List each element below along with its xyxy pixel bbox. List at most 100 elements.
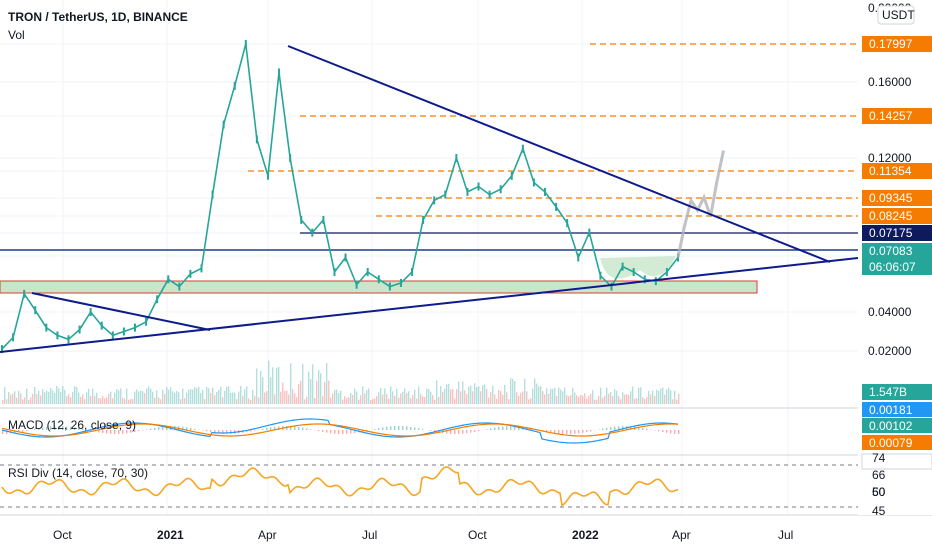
time-tick-label: 2021 bbox=[157, 528, 184, 542]
volume-bar bbox=[552, 388, 554, 404]
macd-histogram-bar bbox=[186, 427, 188, 430]
volume-bar bbox=[360, 395, 362, 404]
price-tag bbox=[862, 36, 932, 52]
volume-bar bbox=[312, 364, 314, 404]
macd-histogram-bar bbox=[510, 426, 512, 430]
volume-bar bbox=[122, 397, 124, 404]
volume-bar bbox=[372, 398, 374, 404]
macd-histogram-bar bbox=[246, 430, 248, 433]
macd-histogram-bar bbox=[494, 427, 496, 430]
macd-histogram-bar bbox=[230, 430, 232, 434]
volume-bar bbox=[134, 391, 136, 404]
volume-bar bbox=[112, 398, 114, 404]
macd-histogram-bar bbox=[250, 430, 252, 432]
time-tick-label: Apr bbox=[258, 528, 277, 542]
price-tag bbox=[862, 190, 932, 206]
macd-histogram-bar bbox=[346, 430, 348, 434]
volume-bar bbox=[310, 379, 312, 404]
volume-bar bbox=[30, 397, 32, 404]
volume-bar bbox=[482, 385, 484, 404]
volume-bar bbox=[604, 395, 606, 404]
price-tag-label: 0.14257 bbox=[869, 109, 913, 123]
volume-bar bbox=[306, 396, 308, 404]
macd-histogram-bar bbox=[622, 426, 624, 430]
macd-histogram-bar bbox=[362, 430, 364, 432]
macd-histogram-bar bbox=[378, 428, 380, 430]
volume-bar bbox=[38, 390, 40, 404]
volume-bar bbox=[404, 388, 406, 404]
volume-bar bbox=[16, 397, 18, 404]
price-candle bbox=[677, 253, 679, 262]
price-tag-label: 0.08245 bbox=[869, 209, 913, 223]
volume-bar bbox=[622, 392, 624, 404]
countdown-label: 06:06:07 bbox=[869, 260, 916, 274]
volume-bar bbox=[304, 399, 306, 404]
volume-bar bbox=[664, 394, 666, 404]
macd-histogram-bar bbox=[406, 426, 408, 430]
volume-bar bbox=[548, 393, 550, 404]
grid bbox=[0, 0, 932, 516]
volume-bar bbox=[322, 396, 324, 404]
macd-histogram-bar bbox=[82, 428, 84, 430]
macd-histogram-bar bbox=[398, 426, 400, 430]
price-tag-label: 0.17997 bbox=[869, 37, 913, 51]
volume-bar bbox=[78, 392, 80, 404]
volume-bar bbox=[638, 387, 640, 404]
price-tag-label: 0.07175 bbox=[869, 226, 913, 240]
price-tag-label: 0.07083 bbox=[869, 244, 913, 258]
price-candle bbox=[12, 333, 15, 342]
volume-bar bbox=[422, 396, 424, 404]
price-candle bbox=[244, 39, 247, 48]
macd-histogram-bar bbox=[678, 430, 680, 434]
price-candle bbox=[333, 268, 336, 277]
macd-histogram-bar bbox=[298, 427, 300, 430]
volume-bar bbox=[380, 387, 382, 404]
volume-bar bbox=[390, 386, 392, 404]
volume-bar bbox=[62, 386, 64, 404]
macd-histogram-bar bbox=[118, 430, 120, 434]
price-candle bbox=[167, 275, 170, 284]
volume-bar bbox=[286, 390, 288, 404]
macd-histogram-bar bbox=[2, 430, 4, 434]
volume-bar bbox=[114, 392, 116, 404]
volume-bar bbox=[358, 399, 360, 404]
volume-bar bbox=[456, 389, 458, 404]
macd-tag-label: 0.00181 bbox=[869, 403, 913, 417]
volume-bar bbox=[576, 395, 578, 404]
macd-histogram-bar bbox=[274, 426, 276, 430]
volume-bar bbox=[12, 393, 14, 404]
macd-histogram-bar bbox=[550, 430, 552, 433]
volume-bar bbox=[66, 396, 68, 404]
volume-bar bbox=[320, 373, 322, 404]
price-candle bbox=[122, 327, 125, 336]
volume-bar bbox=[596, 399, 598, 404]
volume-bar bbox=[394, 395, 396, 404]
macd-histogram-bar bbox=[182, 426, 184, 430]
volume-bar bbox=[492, 385, 494, 404]
macd-histogram-bar bbox=[542, 430, 544, 431]
volume-bar bbox=[352, 394, 354, 404]
price-candle bbox=[455, 154, 458, 162]
volume-bar bbox=[100, 398, 102, 404]
macd-histogram-bar bbox=[366, 430, 368, 431]
price-candle bbox=[178, 282, 181, 291]
macd-histogram-bar bbox=[26, 430, 28, 431]
price-candle bbox=[311, 228, 314, 237]
volume-bar bbox=[452, 389, 454, 404]
volume-bar bbox=[620, 399, 622, 404]
volume-bar bbox=[40, 395, 42, 404]
volume-bar bbox=[420, 394, 422, 404]
macd-histogram-bar bbox=[114, 430, 116, 434]
volume-bar bbox=[176, 391, 178, 404]
volume-bar bbox=[478, 386, 480, 404]
price-tick-label: 0.04000 bbox=[868, 305, 912, 319]
volume-bar bbox=[448, 383, 450, 404]
price-candle bbox=[78, 325, 81, 334]
volume-bar bbox=[590, 393, 592, 404]
macd-histogram-bar bbox=[470, 430, 472, 433]
volume-bar bbox=[366, 390, 368, 404]
volume-bar bbox=[102, 395, 104, 404]
time-tick-label: Apr bbox=[672, 528, 691, 542]
volume-bar bbox=[662, 387, 664, 404]
macd-histogram-bar bbox=[322, 430, 324, 432]
